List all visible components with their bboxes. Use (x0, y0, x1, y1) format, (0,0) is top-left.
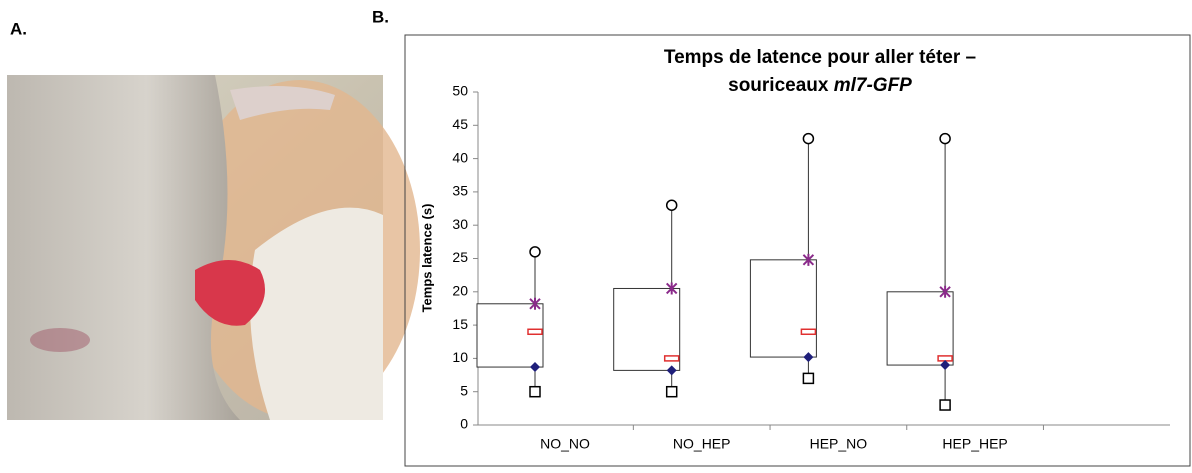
min-marker (802, 372, 815, 385)
x-tick-label: HEP_NO (810, 436, 868, 452)
y-tick-label: 0 (460, 416, 468, 432)
y-tick-label: 20 (452, 283, 468, 299)
title-text: souriceaux (728, 75, 829, 96)
q1-marker (940, 360, 951, 371)
q3-marker (529, 297, 541, 310)
q3-marker (939, 285, 951, 298)
q3-marker (802, 253, 815, 266)
y-tick-label: 40 (452, 149, 468, 165)
box (749, 259, 817, 358)
panel-label: A. (10, 19, 27, 38)
q1-marker (803, 352, 814, 363)
panel-label: B. (372, 7, 389, 26)
q3-marker (665, 282, 678, 295)
q1-marker (666, 365, 677, 376)
y-tick-label: 10 (452, 349, 468, 365)
title-text: ml7-GFP (834, 75, 912, 96)
photo (7, 75, 420, 420)
y-tick-label: 5 (460, 382, 468, 398)
x-tick-label: NO_HEP (673, 436, 731, 452)
box (886, 291, 954, 366)
y-tick-label: 45 (452, 116, 468, 132)
max-marker (939, 132, 951, 145)
y-tick-label: 25 (452, 249, 468, 265)
median (800, 328, 817, 336)
max-marker (665, 199, 678, 211)
y-axis-label: Temps latence (s) (419, 204, 434, 313)
y-tick-label: 30 (452, 216, 468, 232)
y-tick-label: 15 (452, 316, 468, 332)
max-marker (802, 132, 815, 145)
x-tick-label: HEP_HEP (942, 436, 1007, 452)
chart-frame (404, 34, 1191, 467)
y-tick-label: 50 (452, 83, 468, 99)
min-marker (665, 385, 678, 398)
x-tick-label: NO_NO (540, 436, 590, 452)
q1-marker (530, 362, 540, 373)
median (527, 328, 543, 336)
min-marker (529, 385, 541, 398)
chart-title: Temps de latence pour aller téter – (664, 47, 976, 68)
min-marker (939, 399, 951, 411)
y-tick-label: 35 (452, 183, 468, 199)
chart-title: souriceaux ml7-GFP (728, 75, 912, 96)
box (476, 303, 544, 368)
median (663, 355, 680, 362)
max-marker (529, 246, 541, 258)
